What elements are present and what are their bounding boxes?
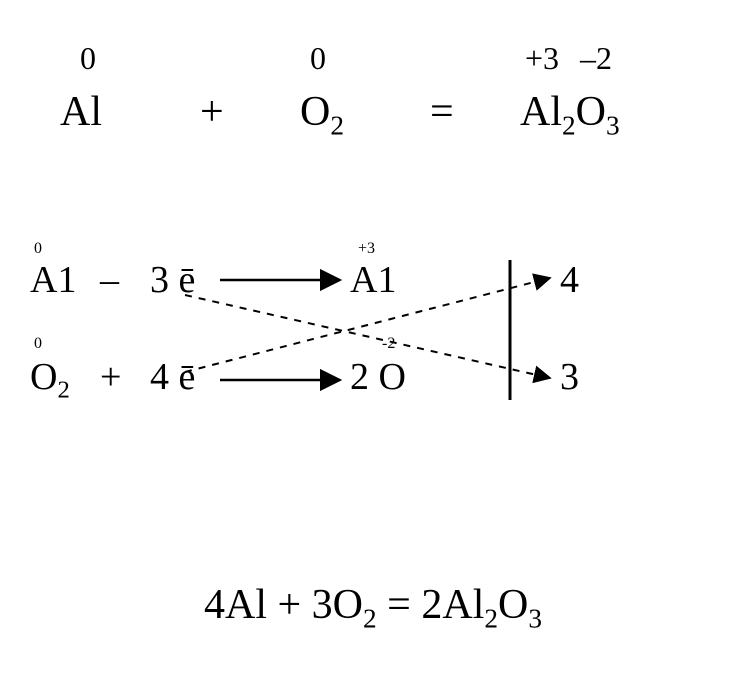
redox-arrows-svg (30, 240, 650, 460)
product-al-ox: +3 (525, 40, 559, 77)
final-sub1: 2 (363, 603, 377, 633)
final-mid: = 2Al (377, 582, 485, 628)
final-equation: 4Al + 3O2 = 2Al2O3 (0, 581, 746, 634)
equals-sign: = (430, 88, 454, 136)
reactant-al: Al (60, 88, 102, 136)
final-o: O (498, 582, 528, 628)
plus-sign: + (200, 88, 224, 136)
product-o-ox: –2 (580, 40, 612, 77)
final-sub2: 2 (484, 603, 498, 633)
o2-subscript: 2 (330, 110, 344, 140)
prod-o-sub: 3 (606, 110, 620, 140)
o-symbol: O (300, 89, 330, 135)
al-ox-state: 0 (80, 40, 96, 77)
o2-ox-state: 0 (310, 40, 326, 77)
cross-line-2 (185, 278, 550, 372)
top-equation: 0 0 +3 –2 Al + O2 = Al2O3 (0, 40, 746, 160)
cross-line-1 (185, 295, 550, 378)
product-al2o3: Al2O3 (520, 88, 620, 141)
final-left: 4Al + 3O (204, 582, 363, 628)
reactant-o2: O2 (300, 88, 344, 141)
prod-o: O (576, 89, 606, 135)
final-sub3: 3 (528, 603, 542, 633)
redox-block: 0 +3 0 -2 A1 – 3 ē A1 4 O2 + 4 ē 2 O 3 (30, 240, 650, 460)
prod-al-sub: 2 (562, 110, 576, 140)
prod-al: Al (520, 89, 562, 135)
